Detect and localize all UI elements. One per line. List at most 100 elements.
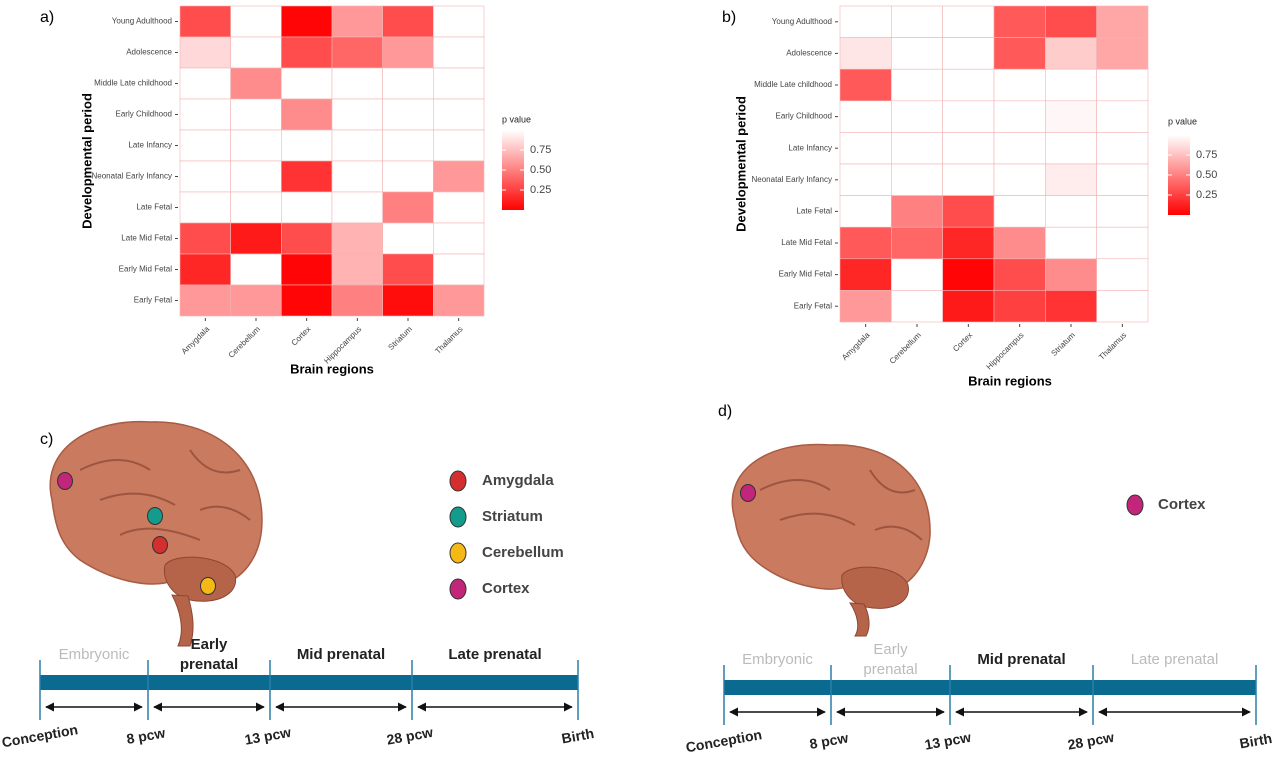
stage-text: Early prenatal	[831, 638, 950, 682]
heatmap-cell	[840, 38, 891, 70]
milestone-label: Birth	[1238, 730, 1272, 751]
heatmap-cell	[994, 132, 1045, 164]
heatmap-cell	[383, 192, 434, 223]
panel-label: a)	[40, 9, 54, 26]
heatmap-cell	[433, 99, 484, 130]
heatmap-cell	[332, 192, 383, 223]
milestone-label: Conception	[684, 726, 763, 755]
region-marker	[153, 537, 168, 554]
heatmap-cell	[1045, 164, 1096, 196]
legend-label: Striatum	[482, 508, 543, 525]
stage-label: Mid prenatal	[270, 633, 412, 683]
heatmap-cell	[180, 130, 231, 161]
heatmap-cell	[891, 132, 942, 164]
y-tick-label: Middle Late childhood	[94, 79, 172, 88]
stage-label: Late prenatal	[1093, 638, 1256, 688]
milestone-label: 28 pcw	[1066, 729, 1115, 753]
legend-title: p value	[1168, 116, 1197, 126]
heatmap-cell	[231, 37, 282, 68]
heatmap-cell	[433, 285, 484, 316]
heatmap-cell	[943, 6, 994, 38]
heatmap-cell	[332, 254, 383, 285]
stage-label: Embryonic	[40, 633, 148, 683]
heatmap-cell	[383, 161, 434, 192]
heatmap-cell	[180, 254, 231, 285]
heatmap-cell	[332, 223, 383, 254]
heatmap-cell	[433, 223, 484, 254]
heatmap-cell	[231, 285, 282, 316]
heatmap-cell	[231, 68, 282, 99]
colorbar-tick-label: 0.50	[1196, 169, 1217, 181]
y-tick-label: Late Mid Fetal	[121, 234, 172, 243]
stage-label: Embryonic	[724, 638, 831, 688]
heatmap-cell	[1097, 227, 1148, 259]
heatmap-cell	[943, 290, 994, 322]
legend-label: Cortex	[482, 580, 530, 597]
heatmap-cell	[433, 192, 484, 223]
heatmap-cell	[1045, 227, 1096, 259]
x-tick-label: Cerebellum	[888, 330, 924, 366]
heatmap-cell	[383, 37, 434, 68]
y-tick-label: Late Infancy	[128, 141, 172, 150]
heatmap-cell	[332, 161, 383, 192]
heatmap-cell	[891, 164, 942, 196]
heatmap-cell	[180, 6, 231, 37]
y-tick-label: Early Childhood	[776, 112, 832, 121]
heatmap-cell	[943, 259, 994, 291]
stage-text: Embryonic	[40, 633, 148, 677]
heatmap-cell	[433, 161, 484, 192]
heatmap-cell	[994, 38, 1045, 70]
heatmap-cell	[180, 192, 231, 223]
heatmap-cell	[281, 254, 332, 285]
heatmap-cell	[891, 227, 942, 259]
heatmap-cell	[1097, 69, 1148, 101]
region-marker	[741, 485, 756, 502]
heatmap-cell	[281, 6, 332, 37]
heatmap-cell	[1045, 101, 1096, 133]
heatmap-cell	[840, 227, 891, 259]
heatmap-cell	[943, 196, 994, 228]
legend-marker	[450, 579, 466, 599]
y-tick-label: Early Fetal	[794, 301, 832, 310]
heatmap-cell	[180, 223, 231, 254]
heatmap-cell	[281, 285, 332, 316]
y-tick-label: Young Adulthood	[112, 17, 172, 26]
heatmap-cell	[1045, 69, 1096, 101]
heatmap-cell	[231, 254, 282, 285]
heatmap-cell	[231, 223, 282, 254]
x-tick-label: Striatum	[386, 324, 414, 352]
heatmap-cell	[383, 68, 434, 99]
region-marker	[201, 578, 216, 595]
figure: a)Young AdulthoodAdolescenceMiddle Late …	[0, 0, 1272, 763]
colorbar-tick-label: 0.75	[530, 144, 551, 156]
heatmap-cell	[891, 6, 942, 38]
heatmap-cell	[840, 196, 891, 228]
x-tick-label: Cortex	[290, 325, 313, 348]
milestone-label: 13 pcw	[243, 724, 292, 748]
colorbar-tick-label: 0.75	[1196, 149, 1217, 161]
heatmap-cell	[840, 6, 891, 38]
heatmap-cell	[1097, 290, 1148, 322]
brain-illustration	[732, 444, 930, 636]
stage-label: Mid prenatal	[950, 638, 1093, 688]
panel-label: b)	[722, 9, 736, 26]
heatmap-cell	[943, 164, 994, 196]
heatmap-cell	[433, 254, 484, 285]
heatmap-cell	[383, 130, 434, 161]
y-tick-label: Late Infancy	[788, 143, 832, 152]
heatmap-cell	[433, 37, 484, 68]
heatmap-cell	[231, 6, 282, 37]
heatmap-cell	[281, 192, 332, 223]
heatmap-cell	[281, 99, 332, 130]
stage-text: Late prenatal	[1093, 638, 1256, 682]
heatmap-cell	[281, 37, 332, 68]
heatmap-cell	[994, 101, 1045, 133]
y-tick-label: Early Mid Fetal	[119, 265, 173, 274]
x-tick-label: Hippocampus	[985, 331, 1026, 372]
heatmap-cell	[994, 227, 1045, 259]
milestone-label: 8 pcw	[125, 724, 166, 747]
heatmap-cell	[943, 69, 994, 101]
heatmap-cell	[994, 164, 1045, 196]
heatmap-cell	[1097, 164, 1148, 196]
heatmap-cell	[332, 285, 383, 316]
